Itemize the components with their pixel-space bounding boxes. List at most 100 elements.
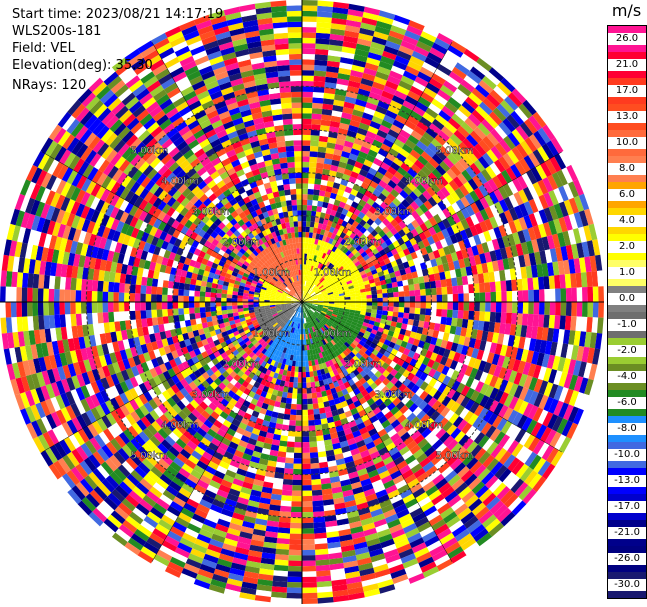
velocity-gate <box>307 316 311 323</box>
velocity-gate <box>562 358 571 374</box>
velocity-gate <box>107 492 122 507</box>
velocity-gate <box>384 324 391 331</box>
velocity-gate <box>372 419 382 429</box>
velocity-gate <box>314 348 319 355</box>
velocity-gate <box>191 408 201 419</box>
velocity-gate <box>315 548 329 556</box>
velocity-gate <box>103 322 111 334</box>
velocity-gate <box>311 489 323 496</box>
velocity-gate <box>302 366 306 373</box>
velocity-gate <box>350 304 356 308</box>
velocity-gate <box>188 372 198 382</box>
velocity-gate <box>321 279 326 284</box>
velocity-gate <box>30 344 39 360</box>
velocity-gate <box>322 168 330 176</box>
velocity-gate <box>356 93 369 102</box>
velocity-gate <box>356 359 363 367</box>
velocity-gate <box>488 271 496 283</box>
velocity-gate <box>533 211 544 226</box>
velocity-gate <box>81 372 91 386</box>
velocity-gate <box>308 360 313 367</box>
velocity-gate <box>194 508 208 519</box>
velocity-gate <box>435 338 443 347</box>
velocity-gate <box>402 369 411 379</box>
velocity-gate <box>451 499 465 512</box>
velocity-gate <box>318 363 324 370</box>
velocity-gate <box>412 487 426 499</box>
velocity-gate <box>332 104 344 113</box>
velocity-gate <box>430 182 441 194</box>
velocity-gate <box>318 314 324 319</box>
velocity-gate <box>503 196 514 210</box>
velocity-gate <box>434 498 448 511</box>
velocity-gate <box>179 537 195 549</box>
velocity-gate <box>332 7 349 15</box>
velocity-gate <box>208 341 216 349</box>
velocity-gate <box>363 254 370 261</box>
velocity-gate <box>202 451 213 461</box>
velocity-gate <box>409 482 423 494</box>
velocity-gate <box>221 331 229 338</box>
velocity-gate <box>182 430 194 441</box>
velocity-gate <box>311 314 316 320</box>
velocity-gate <box>314 532 327 539</box>
velocity-gate <box>297 306 300 312</box>
velocity-gate <box>468 357 477 368</box>
velocity-gate <box>186 523 202 534</box>
velocity-gate <box>321 258 327 265</box>
velocity-gate <box>328 271 335 277</box>
velocity-gate <box>429 280 437 289</box>
velocity-gate <box>324 444 334 452</box>
velocity-gate <box>426 82 440 94</box>
velocity-gate <box>500 489 515 505</box>
velocity-gate <box>395 401 405 411</box>
velocity-gate <box>105 458 118 472</box>
velocity-gate <box>389 325 396 332</box>
velocity-gate <box>336 166 346 174</box>
velocity-gate <box>405 195 415 205</box>
velocity-gate <box>416 472 429 483</box>
velocity-gate <box>436 309 442 317</box>
velocity-gate <box>418 36 435 48</box>
velocity-gate <box>287 320 292 326</box>
velocity-gate <box>345 571 361 579</box>
velocity-gate <box>157 428 169 440</box>
velocity-gate <box>187 331 195 339</box>
velocity-gate <box>489 428 501 442</box>
velocity-gate <box>523 215 533 229</box>
velocity-gate <box>302 43 316 49</box>
velocity-gate <box>524 470 538 486</box>
velocity-gate <box>138 462 151 475</box>
velocity-gate <box>424 446 436 458</box>
velocity-gate <box>323 304 329 307</box>
velocity-gate <box>232 512 245 521</box>
velocity-gate <box>314 178 322 185</box>
velocity-gate <box>479 253 487 264</box>
velocity-gate <box>266 313 273 318</box>
velocity-gate <box>350 302 356 305</box>
velocity-gate <box>314 238 319 245</box>
velocity-gate <box>117 360 126 372</box>
velocity-gate <box>511 279 518 291</box>
velocity-gate <box>473 126 487 140</box>
velocity-gate <box>247 323 254 329</box>
velocity-gate <box>160 439 173 451</box>
velocity-gate <box>322 493 334 501</box>
velocity-gate <box>322 103 334 111</box>
velocity-gate <box>142 427 154 440</box>
velocity-gate <box>84 440 97 455</box>
velocity-gate <box>130 319 137 329</box>
velocity-gate <box>178 467 191 479</box>
velocity-gate <box>515 267 522 280</box>
velocity-gate <box>407 278 414 286</box>
velocity-gate <box>377 166 388 176</box>
velocity-gate <box>179 573 196 584</box>
velocity-gate <box>502 407 514 421</box>
velocity-gate <box>442 332 450 342</box>
velocity-gate <box>315 290 321 294</box>
velocity-gate <box>476 57 493 72</box>
velocity-gate <box>330 115 342 123</box>
velocity-gate <box>138 431 150 443</box>
velocity-gate <box>302 64 315 71</box>
velocity-gate <box>399 268 407 276</box>
